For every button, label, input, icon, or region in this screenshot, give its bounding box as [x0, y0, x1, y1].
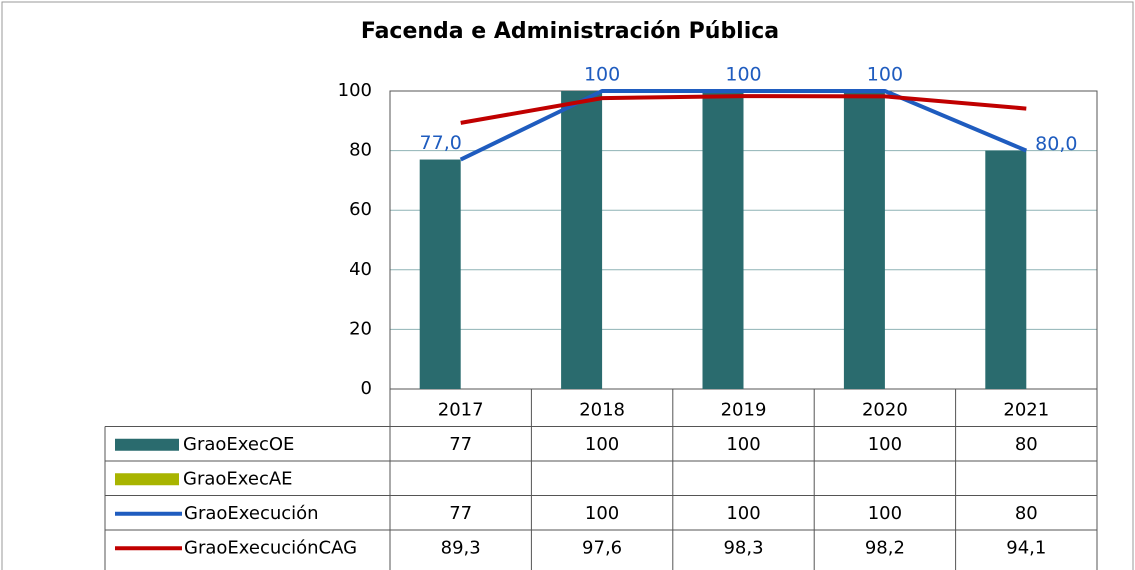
table-cell: 80: [1015, 434, 1038, 455]
data-label: 100: [584, 64, 620, 86]
table-cell: 98,3: [723, 537, 763, 558]
bar: [985, 150, 1027, 389]
x-tick-label: 2019: [721, 399, 767, 420]
x-tick-label: 2017: [438, 399, 484, 420]
data-label: 100: [867, 64, 903, 86]
bar: [702, 91, 744, 389]
table-cell: 77: [449, 503, 472, 524]
legend-label: GraoExecuciónCAG: [184, 537, 357, 558]
legend-label: GraoExecOE: [183, 434, 294, 455]
table-cell: 94,1: [1006, 537, 1046, 558]
table-cell: 80: [1015, 503, 1038, 524]
data-label: 100: [725, 64, 761, 86]
chart-title: Facenda e Administración Pública: [361, 19, 779, 44]
legend-key: [115, 473, 179, 486]
bar: [561, 91, 603, 389]
table-cell: 100: [726, 434, 760, 455]
y-tick-label: 60: [349, 199, 372, 220]
x-tick-label: 2021: [1003, 399, 1049, 420]
data-label: 77,0: [420, 132, 462, 154]
y-tick-label: 40: [349, 259, 372, 280]
bar: [419, 159, 461, 389]
y-tick-label: 0: [361, 378, 372, 399]
table-cell: 98,2: [865, 537, 905, 558]
line: [459, 89, 1028, 162]
line: [460, 94, 1027, 125]
x-tick-label: 2020: [862, 399, 908, 420]
table-cell: 100: [868, 503, 902, 524]
legend-key: [115, 438, 179, 451]
table-cell: 97,6: [582, 537, 622, 558]
y-tick-label: 80: [349, 140, 372, 161]
table-cell: 100: [868, 434, 902, 455]
table-cell: 100: [726, 503, 760, 524]
bar: [843, 91, 885, 389]
data-label: 80,0: [1035, 133, 1077, 155]
legend-label: GraoExecAE: [183, 468, 293, 489]
legend-label: GraoExecución: [184, 503, 319, 524]
table-cell: 89,3: [441, 537, 481, 558]
y-tick-label: 20: [349, 318, 372, 339]
x-tick-label: 2018: [579, 399, 625, 420]
y-tick-label: 100: [338, 80, 372, 101]
table-cell: 100: [585, 434, 619, 455]
table-cell: 100: [585, 503, 619, 524]
table-cell: 77: [449, 434, 472, 455]
